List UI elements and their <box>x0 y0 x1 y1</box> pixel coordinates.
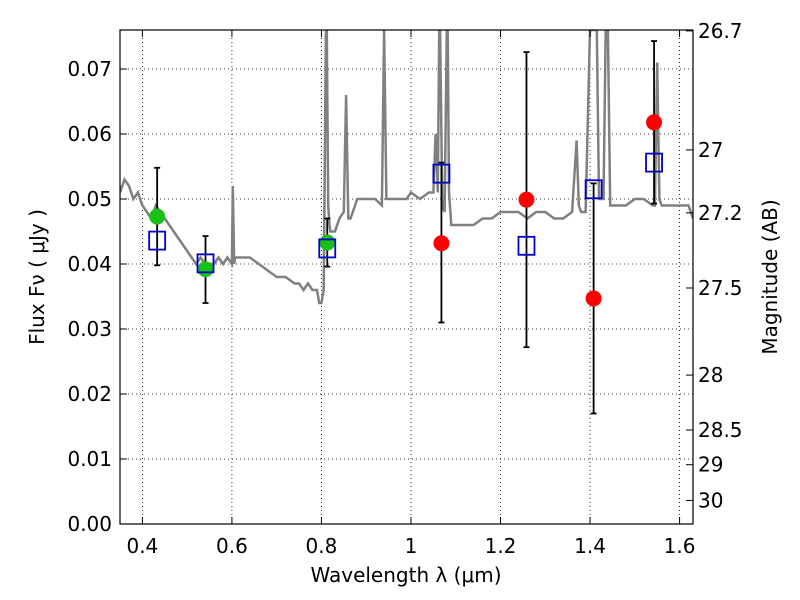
flux-point <box>433 235 450 252</box>
data-markers <box>148 114 663 307</box>
y-tick-label: 0.06 <box>67 122 112 146</box>
magnitude-tick-label: 27 <box>698 138 723 162</box>
x-tick-label: 1.2 <box>485 534 517 558</box>
model-flux-square <box>432 163 451 184</box>
y-tick-label: 0.05 <box>67 187 112 211</box>
magnitude-tick-label: 27.5 <box>698 276 743 300</box>
plot-frame <box>119 29 694 525</box>
magnitude-tick-label: 29 <box>698 453 723 477</box>
y-tick-label: 0.03 <box>67 317 112 341</box>
y-axis-ticks: 0.00 0.01 0.02 0.03 0.04 0.05 0.06 0.07 <box>67 57 127 536</box>
flux-point <box>149 208 166 225</box>
model-flux-square <box>517 235 536 256</box>
model-flux-square <box>645 152 663 173</box>
model-flux-square <box>584 179 603 200</box>
magnitude-tick-label: 30 <box>698 488 723 512</box>
x-axis-title: Wavelength λ (μm) <box>310 563 501 587</box>
error-bars <box>154 40 658 415</box>
magnitude-tick-label: 28 <box>698 363 723 387</box>
x-tick-label: 0.4 <box>126 534 158 558</box>
flux-point <box>646 114 663 131</box>
y-axis-title: Flux Fν ( μJy ) <box>25 209 49 345</box>
magnitude-tick-label: 27.2 <box>698 201 743 225</box>
plot-area <box>120 30 693 415</box>
flux-point <box>319 234 336 251</box>
x-axis-ticks: 0.4 0.6 0.8 1 1.2 1.4 1.6 <box>126 30 695 558</box>
y-tick-label: 0.02 <box>67 382 112 406</box>
x-tick-label: 1.4 <box>574 534 606 558</box>
magnitude-axis-ticks: 26.7 27 27.2 27.5 28 28.5 29 30 <box>686 19 743 512</box>
model-flux-square <box>196 253 215 274</box>
x-tick-label: 0.6 <box>216 534 248 558</box>
flux-point <box>585 290 602 307</box>
magnitude-tick-label: 26.7 <box>698 19 743 43</box>
model-flux-square <box>148 230 167 251</box>
y-tick-label: 0.07 <box>67 57 112 81</box>
y-tick-label: 0.01 <box>67 447 112 471</box>
flux-point <box>518 191 535 208</box>
x-tick-label: 1 <box>405 534 418 558</box>
y-tick-label: 0.00 <box>67 512 112 536</box>
y-tick-label: 0.04 <box>67 252 112 276</box>
model-flux-square <box>318 238 337 259</box>
magnitude-tick-label: 28.5 <box>698 418 743 442</box>
magnitude-axis-title: Magnitude (AB) <box>758 199 782 354</box>
x-tick-label: 0.8 <box>306 534 338 558</box>
flux-point <box>197 261 214 278</box>
x-tick-label: 1.6 <box>664 534 696 558</box>
